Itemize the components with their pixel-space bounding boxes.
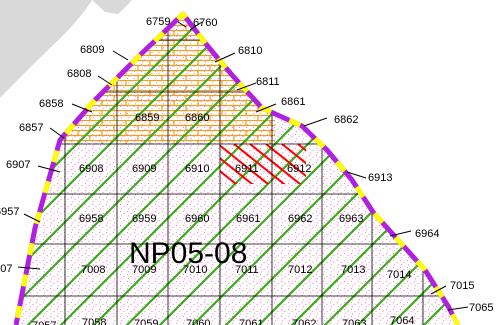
cell-label: 6958	[79, 213, 103, 225]
cell-label: 7007	[0, 263, 12, 275]
red-hatch-line	[220, 169, 238, 184]
cell-label: 7064	[390, 315, 414, 325]
area-title: NP05-08	[129, 237, 247, 270]
cell-label: 7062	[292, 318, 316, 325]
cell-label: 6962	[288, 213, 312, 225]
red-hatch-line	[265, 144, 306, 178]
cell-label: 7059	[134, 318, 158, 325]
green-hatch-line	[16, 14, 255, 325]
cell-label: 7013	[341, 264, 365, 276]
cell-label: 6957	[0, 206, 19, 218]
red-hatch-line	[220, 144, 270, 184]
cell-label: 6910	[185, 163, 209, 175]
cell-label: 7008	[81, 264, 105, 276]
cell-label: 6959	[132, 213, 156, 225]
cell-label: 7058	[82, 317, 106, 325]
cell-label: 7012	[288, 264, 312, 276]
cell-label: 7010	[183, 264, 207, 276]
cell-label: 6961	[236, 213, 260, 225]
cell-labels: 6759 6760 6809 6810 6808 6811 6858 6859 …	[0, 16, 493, 325]
cell-label: 6861	[281, 96, 305, 108]
cell-label: 6960	[185, 213, 209, 225]
cell-label: 6858	[39, 98, 63, 110]
green-hatch-line	[16, 14, 222, 325]
cell-label: 6964	[415, 228, 439, 240]
green-hatch-line	[485, 0, 501, 325]
cell-label: 6809	[80, 44, 104, 56]
cell-label: 6907	[6, 159, 30, 171]
cell-label: 6908	[79, 163, 103, 175]
red-hatch	[220, 144, 306, 184]
cell-label: 7060	[186, 318, 210, 325]
cell-label: 6808	[67, 68, 91, 80]
leader-lines	[17, 21, 469, 311]
cell-label: 7015	[450, 280, 474, 292]
cell-label: 6859	[135, 112, 159, 124]
red-hatch-line	[233, 144, 286, 184]
cell-label: 7014	[387, 269, 411, 281]
boundary-yellow	[13, 11, 461, 325]
green-hatch-line	[319, 14, 458, 325]
land-mass	[0, 0, 92, 98]
cell-label: 6811	[256, 76, 280, 88]
cell-label: 6760	[193, 17, 217, 29]
green-hatch-line	[451, 14, 458, 325]
cell-label: 7061	[239, 318, 263, 325]
cell-label: 6860	[185, 112, 209, 124]
cell-label: 7065	[469, 302, 493, 314]
cell-label: 7063	[342, 318, 366, 325]
green-hatch-line	[352, 14, 458, 325]
cell-label: 6963	[339, 213, 363, 225]
cell-label: 6759	[146, 16, 170, 28]
cell-label: 6911	[235, 163, 259, 175]
red-hatch-line	[220, 157, 254, 184]
cell-label: 6913	[368, 172, 392, 184]
cell-label: 7009	[132, 264, 156, 276]
cell-label: 6862	[334, 114, 358, 126]
land-mass-top	[92, 0, 132, 14]
cell-label: 6857	[19, 122, 43, 134]
cell-label: 6810	[238, 45, 262, 57]
cell-label: 7057	[32, 320, 56, 325]
red-hatch-line	[281, 144, 306, 165]
red-hatch-line	[249, 144, 302, 184]
cell-label: 7011	[235, 264, 259, 276]
cell-label: 6912	[287, 163, 311, 175]
cell-label: 6909	[132, 163, 156, 175]
